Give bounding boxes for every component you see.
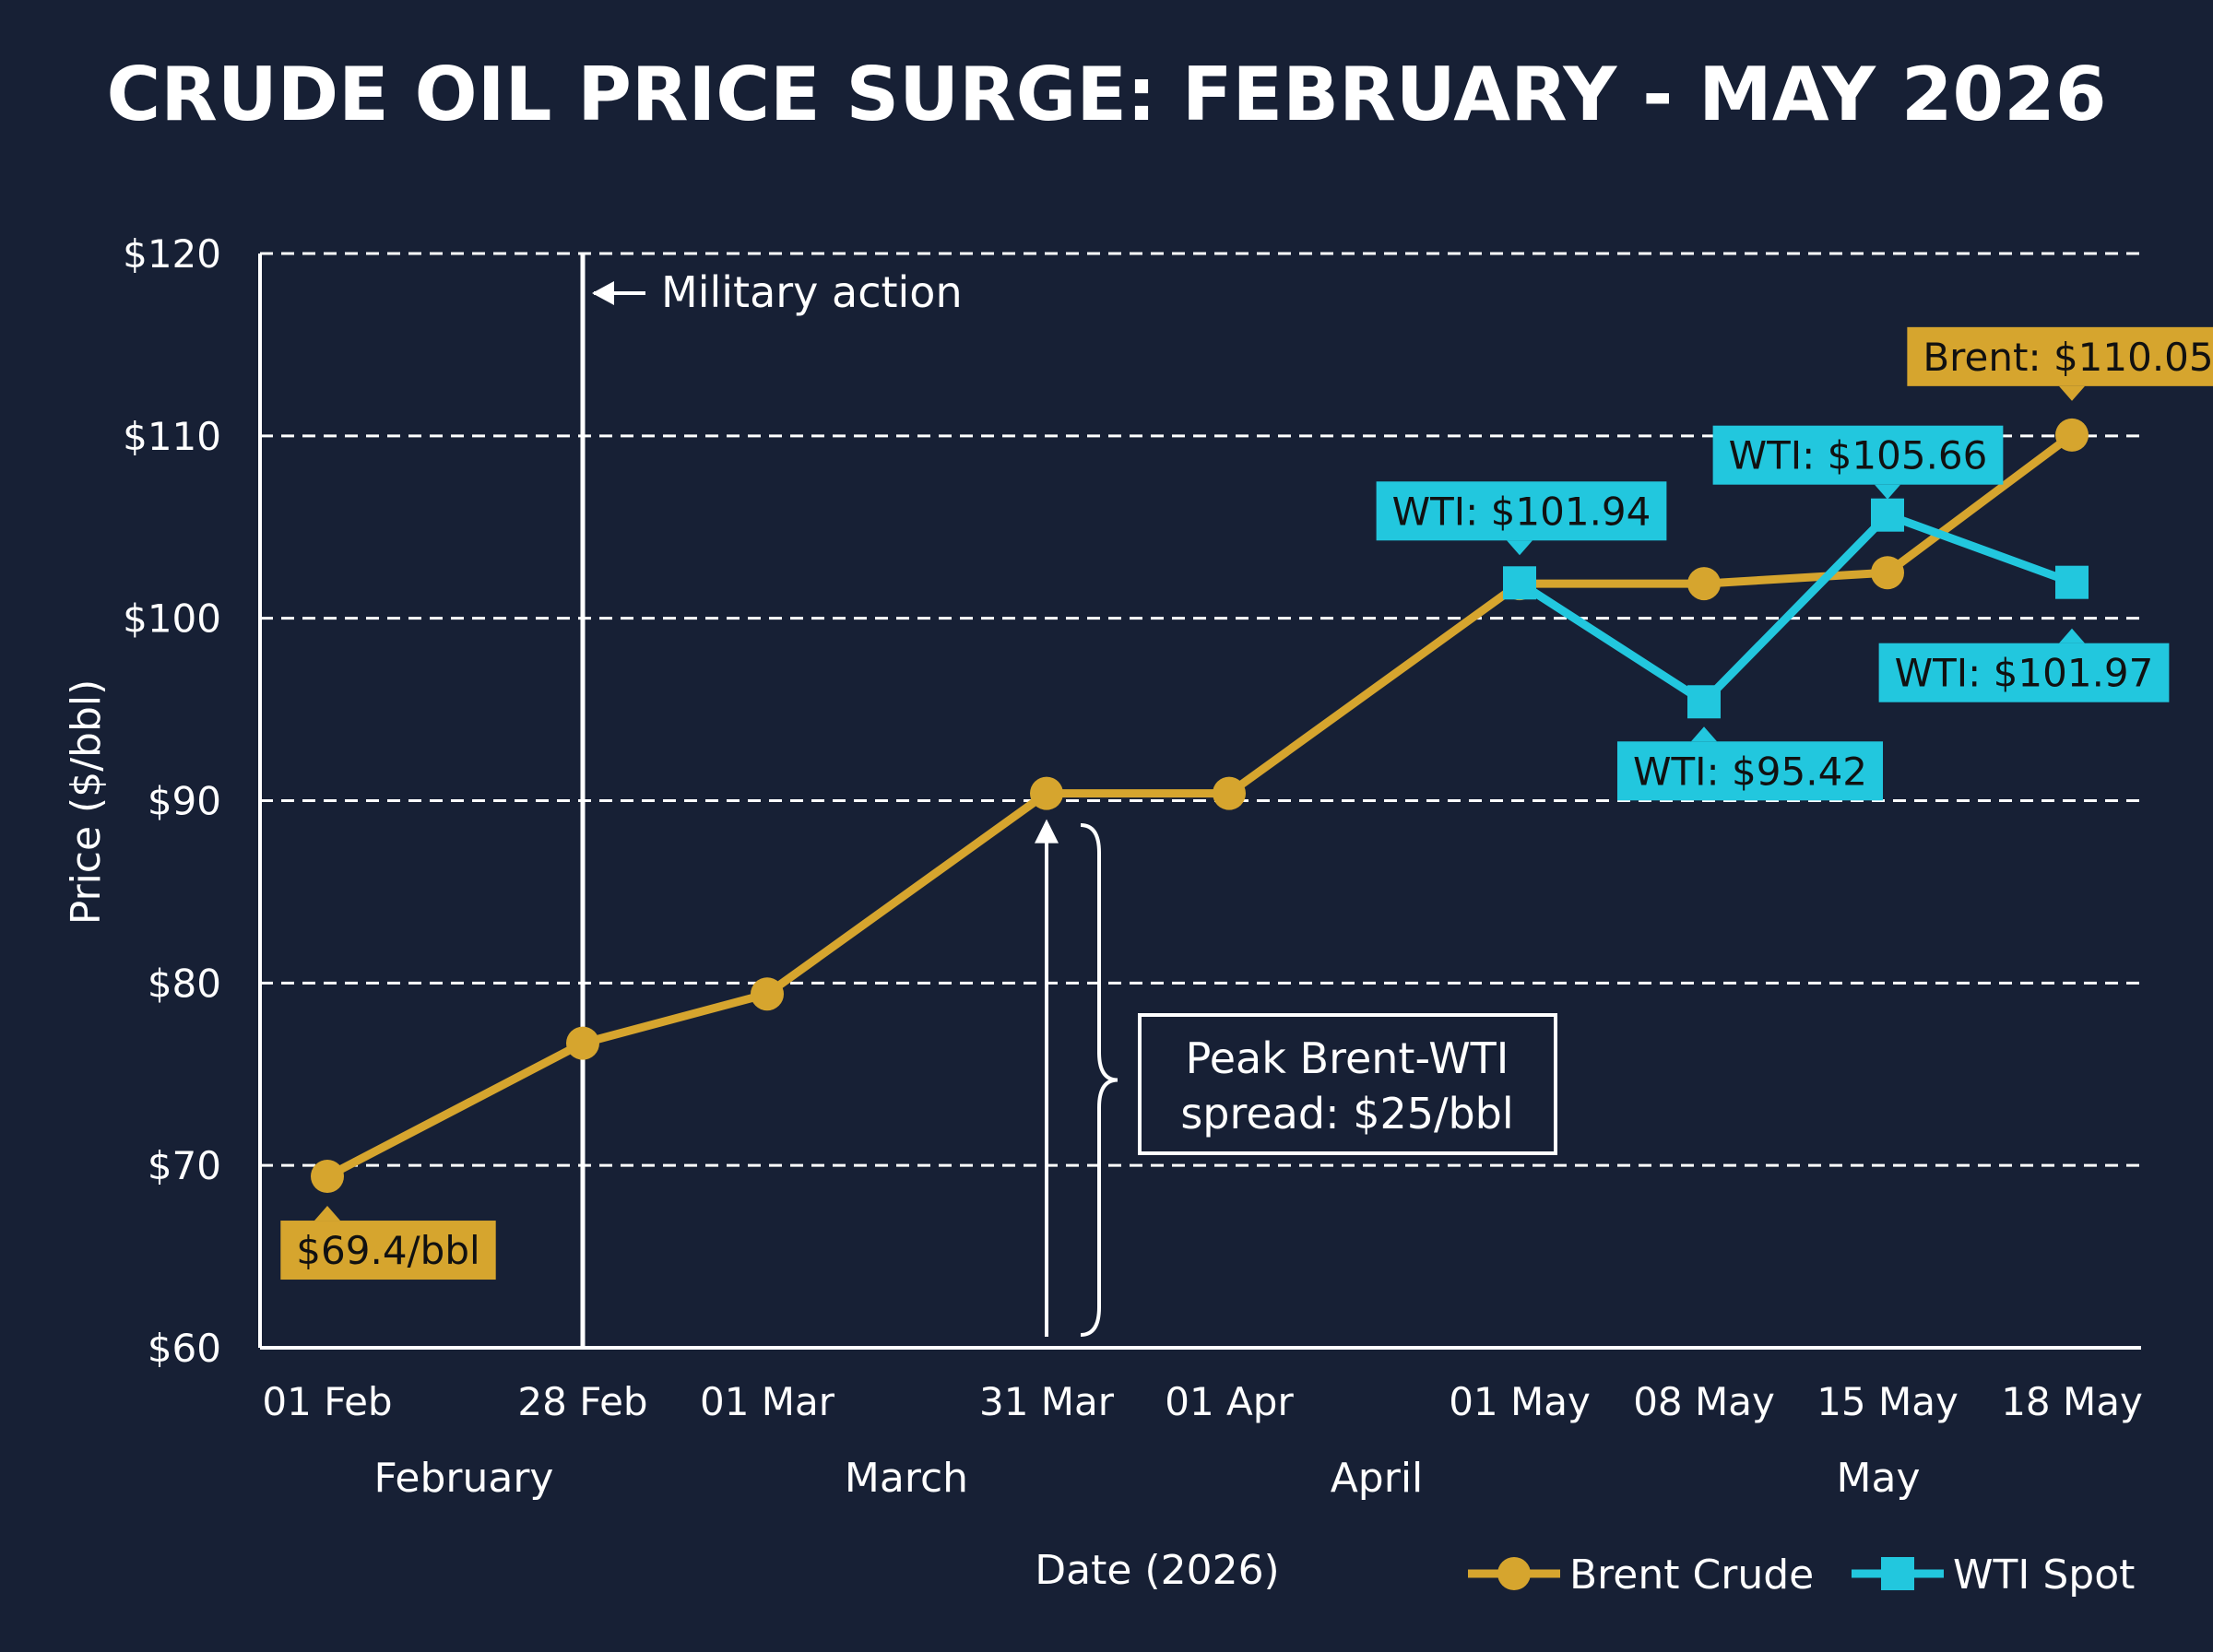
data-label: $69.4/bbl — [280, 1206, 496, 1280]
series-line-wti — [1515, 511, 2077, 706]
spread-callout-line: Peak Brent-WTI — [1186, 1033, 1509, 1083]
legend-swatch-marker — [1497, 1557, 1531, 1590]
data-label-pointer — [2059, 385, 2085, 401]
data-label: WTI: $95.42 — [1616, 726, 1884, 801]
legend-label: Brent Crude — [1569, 1552, 1814, 1599]
brent-point — [751, 977, 784, 1011]
month-label: May — [1837, 1455, 1921, 1502]
data-label: Brent: $110.05 — [1907, 326, 2213, 401]
spread-brace — [1080, 823, 1118, 1337]
data-label-box — [280, 1221, 496, 1280]
data-label-pointer — [2059, 628, 2085, 643]
data-label: WTI: $101.97 — [1878, 628, 2170, 702]
y-tick-label: $80 — [148, 961, 221, 1006]
event-arrow-head — [592, 281, 614, 305]
data-label-text: WTI: $105.66 — [1729, 433, 1988, 478]
x-tick-label: 28 Feb — [517, 1379, 647, 1424]
spread-callout-line: spread: $25/bbl — [1180, 1089, 1513, 1139]
x-tick-label: 31 Mar — [979, 1379, 1115, 1424]
data-label: WTI: $105.66 — [1712, 425, 2004, 500]
event-marker-label: Military action — [661, 267, 963, 317]
x-tick-label: 01 Mar — [700, 1379, 835, 1424]
legend-item-wti: WTI Spot — [1852, 1552, 2135, 1599]
data-label-box — [1712, 425, 2004, 485]
y-tick-label: $110 — [123, 414, 221, 459]
brent-point — [1030, 776, 1063, 810]
spread-arrow-head — [1035, 819, 1059, 844]
month-label: February — [374, 1455, 554, 1502]
data-label-pointer — [314, 1206, 340, 1221]
x-tick-labels: 01 Feb 28 Feb 01 Mar 31 Mar 01 Apr 01 May 08 M… — [262, 1379, 2142, 1502]
x-tick-label: 01 Feb — [262, 1379, 392, 1424]
y-axis-title: Price ($/bbl) — [63, 679, 110, 926]
annotations: Military action Peak Brent-WTI spread: $25… — [580, 254, 1557, 1348]
wti-point — [1871, 498, 1904, 532]
data-label-text: WTI: $101.94 — [1392, 489, 1651, 534]
data-label-pointer — [1875, 484, 1900, 500]
data-label-box — [1616, 741, 1884, 801]
y-tick-label: $100 — [123, 596, 221, 642]
brent-point — [566, 1026, 599, 1060]
wti-point — [1687, 685, 1721, 719]
data-label-text: Brent: $110.05 — [1923, 335, 2213, 380]
series-layer — [311, 418, 2089, 1194]
data-label-box — [1376, 481, 1667, 541]
data-label-box — [1907, 326, 2213, 386]
data-label-text: $69.4/bbl — [296, 1228, 479, 1273]
month-label: April — [1331, 1455, 1424, 1502]
data-label-text: WTI: $101.97 — [1895, 651, 2154, 696]
month-label: March — [845, 1455, 968, 1502]
data-labels: $69.4/bbl Brent: $110.05 WTI: $101.94 WTI: … — [280, 326, 2213, 1280]
x-tick-label: 08 May — [1633, 1379, 1775, 1424]
wti-point — [1503, 566, 1536, 600]
legend-item-brent: Brent Crude — [1468, 1552, 1814, 1599]
axes: $60 $70 $80 $90 $100 $110 $120 — [123, 231, 2141, 1371]
x-tick-label: 01 Apr — [1165, 1379, 1294, 1424]
data-label: WTI: $101.94 — [1376, 481, 1667, 556]
y-tick-label: $60 — [148, 1326, 221, 1371]
data-label-pointer — [1691, 726, 1717, 742]
brent-point — [1213, 776, 1246, 810]
brent-point — [311, 1160, 344, 1194]
data-label-text: WTI: $95.42 — [1633, 749, 1867, 794]
y-tick-label: $90 — [148, 779, 221, 824]
x-tick-label: 15 May — [1817, 1379, 1959, 1424]
x-axis-title: Date (2026) — [1035, 1547, 1279, 1594]
data-label-pointer — [1507, 540, 1533, 556]
y-tick-label: $70 — [148, 1143, 221, 1188]
chart-title: CRUDE OIL PRICE SURGE: FEBRUARY - MAY 20… — [107, 52, 2107, 137]
data-label-box — [1878, 643, 2170, 702]
legend-swatch-marker — [1881, 1557, 1914, 1590]
x-tick-label: 18 May — [2001, 1379, 2143, 1424]
brent-point — [1871, 556, 1904, 590]
grid-lines — [260, 252, 2141, 1167]
wti-point — [2055, 565, 2089, 599]
x-tick-label: 01 May — [1449, 1379, 1591, 1424]
spread-callout-box — [1138, 1013, 1557, 1155]
legend: Brent Crude WTI Spot — [1468, 1552, 2135, 1599]
legend-label: WTI Spot — [1953, 1552, 2135, 1599]
brent-point — [2055, 418, 2089, 452]
y-tick-label: $120 — [123, 231, 221, 277]
brent-point — [1687, 567, 1721, 601]
